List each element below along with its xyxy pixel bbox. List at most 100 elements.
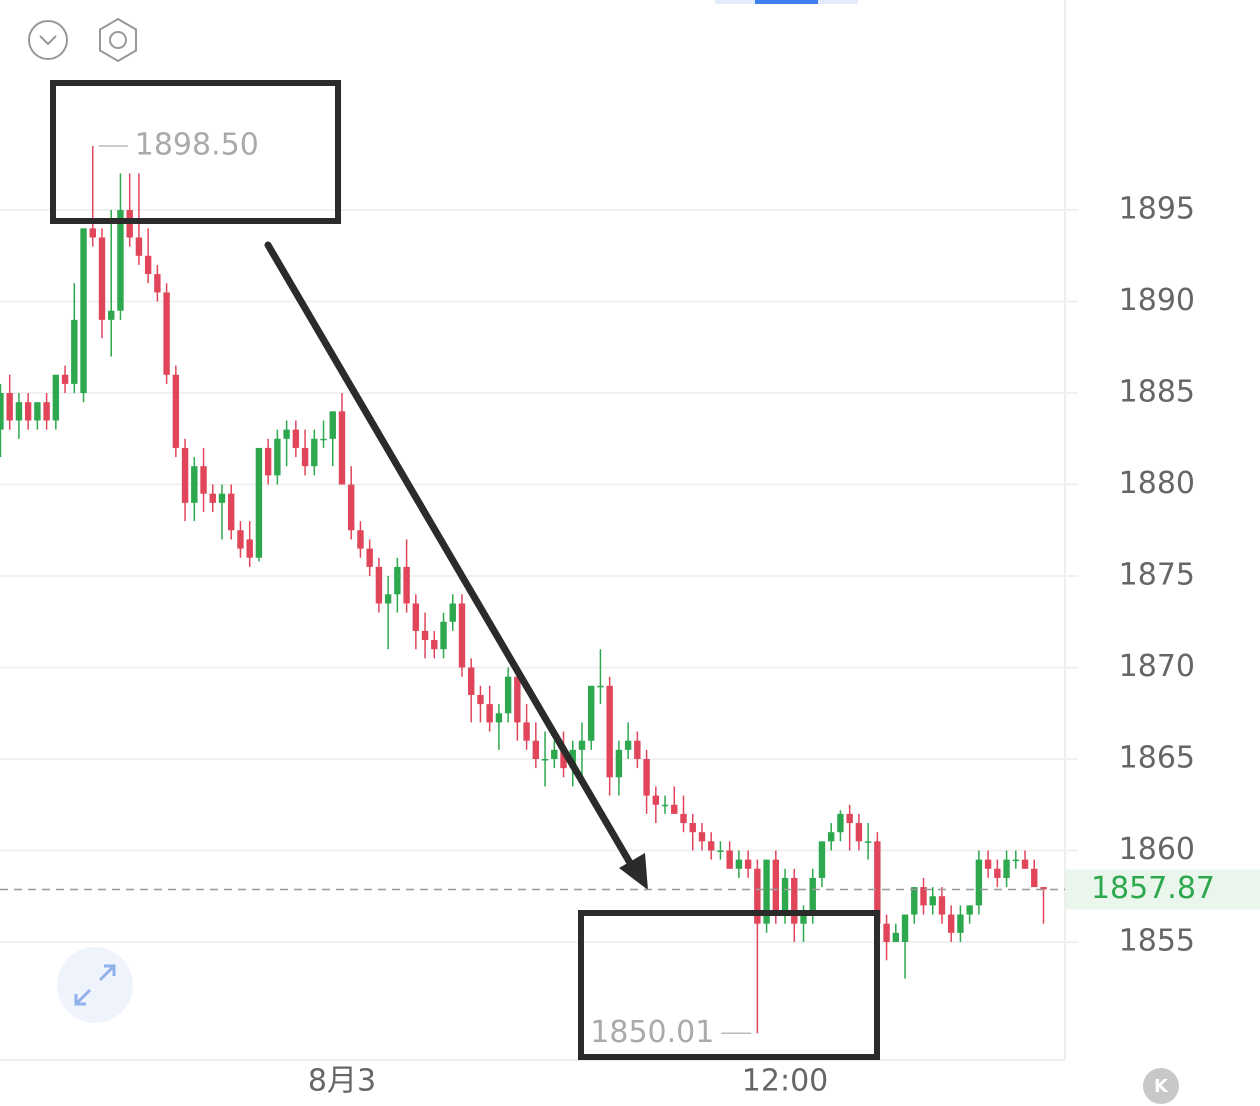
top-tab-active — [755, 0, 818, 4]
candle-body — [551, 749, 558, 759]
candle-body — [624, 740, 632, 750]
y-tick-label: 1885 — [1119, 375, 1195, 410]
candle-body — [431, 640, 438, 650]
y-tick-label: 1875 — [1119, 558, 1195, 593]
candle-body — [698, 832, 706, 842]
last-price-label: 1857.87 — [1091, 871, 1215, 906]
candle-body — [523, 722, 530, 741]
candle-body — [975, 859, 983, 906]
candle-body — [717, 850, 724, 852]
candle-body — [911, 887, 918, 915]
candle-body — [966, 905, 973, 915]
candle-body — [237, 530, 244, 549]
candle-body — [486, 704, 493, 723]
candle-body — [283, 429, 290, 439]
candle-body — [320, 438, 327, 441]
candle-body — [1012, 859, 1020, 862]
candle-body — [15, 402, 23, 421]
candle-body — [634, 740, 641, 759]
candle-body — [800, 914, 807, 924]
last-price-bg — [1066, 869, 1260, 910]
candle-body — [661, 804, 669, 807]
candle-body — [172, 374, 180, 448]
candle-body — [504, 676, 512, 714]
candle-body — [726, 850, 733, 869]
candle-body — [892, 932, 900, 942]
candle-body — [901, 914, 909, 942]
candle-body — [421, 630, 429, 641]
candle-body — [108, 310, 115, 320]
candle-body — [588, 685, 595, 741]
candle-body — [154, 274, 161, 293]
svg-text:K: K — [1154, 1076, 1169, 1097]
y-tick-label: 1855 — [1119, 923, 1195, 958]
candle-body — [541, 758, 549, 761]
candle-body — [24, 402, 32, 421]
candle-body — [375, 566, 383, 604]
candle-body — [200, 466, 207, 494]
candle-body — [615, 749, 623, 778]
candle-body — [6, 393, 13, 421]
annotation-label: 1898.50 — [135, 128, 259, 163]
candle-body — [809, 877, 816, 915]
annotation-label: 1850.01 — [590, 1015, 714, 1050]
kline-button[interactable]: K — [1143, 1068, 1179, 1104]
collapse-button[interactable] — [28, 20, 68, 60]
candle-body — [514, 676, 521, 723]
candle-body — [348, 484, 355, 531]
candle-body — [52, 374, 60, 421]
candle-body — [274, 438, 281, 476]
candle-body — [163, 292, 170, 375]
x-tick-label: 12:00 — [742, 1064, 828, 1099]
candle-body — [292, 429, 300, 448]
candle-body — [652, 795, 660, 805]
candle-body — [1040, 887, 1047, 890]
candle-body — [938, 896, 946, 915]
candle-body — [827, 832, 835, 842]
candle-body — [772, 859, 780, 915]
candle-body — [191, 466, 198, 503]
candle-body — [532, 740, 540, 759]
candle-body — [846, 813, 853, 824]
candle-body — [468, 667, 475, 695]
candle-body — [71, 319, 78, 384]
candle-body — [246, 539, 253, 558]
candle-body — [403, 566, 410, 604]
y-tick-label: 1880 — [1119, 466, 1195, 501]
candle-body — [89, 228, 96, 238]
candle-body — [329, 411, 336, 439]
candle-body — [929, 896, 936, 906]
candle-body — [218, 493, 226, 503]
candle-body — [883, 923, 890, 942]
candle-body — [818, 841, 826, 878]
highlight-box — [578, 910, 880, 1060]
candle-body — [264, 447, 272, 476]
y-tick-label: 1860 — [1119, 832, 1195, 867]
candle-body — [984, 859, 992, 869]
candle-body — [744, 859, 752, 869]
candle-body — [495, 713, 503, 723]
candle-body — [384, 594, 392, 604]
candle-body — [864, 841, 872, 843]
candle-body — [394, 566, 401, 595]
candle-body — [754, 868, 761, 924]
candle-body — [80, 228, 87, 394]
candle-body — [689, 823, 696, 833]
candle-body — [449, 603, 456, 622]
candle-body — [855, 823, 863, 842]
y-tick-label: 1865 — [1119, 740, 1195, 775]
candle-body — [735, 859, 743, 869]
candle-body — [228, 493, 235, 531]
candle-body — [255, 447, 263, 558]
candles — [0, 146, 1047, 1034]
candle-body — [791, 877, 798, 924]
settings-button[interactable] — [99, 17, 137, 63]
candle-body — [61, 374, 69, 384]
y-tick-label: 1890 — [1119, 283, 1195, 318]
candle-body — [874, 841, 881, 924]
candle-body — [957, 914, 964, 933]
candle-body — [366, 548, 373, 567]
expand-button[interactable] — [57, 947, 133, 1023]
candle-body — [301, 447, 309, 467]
